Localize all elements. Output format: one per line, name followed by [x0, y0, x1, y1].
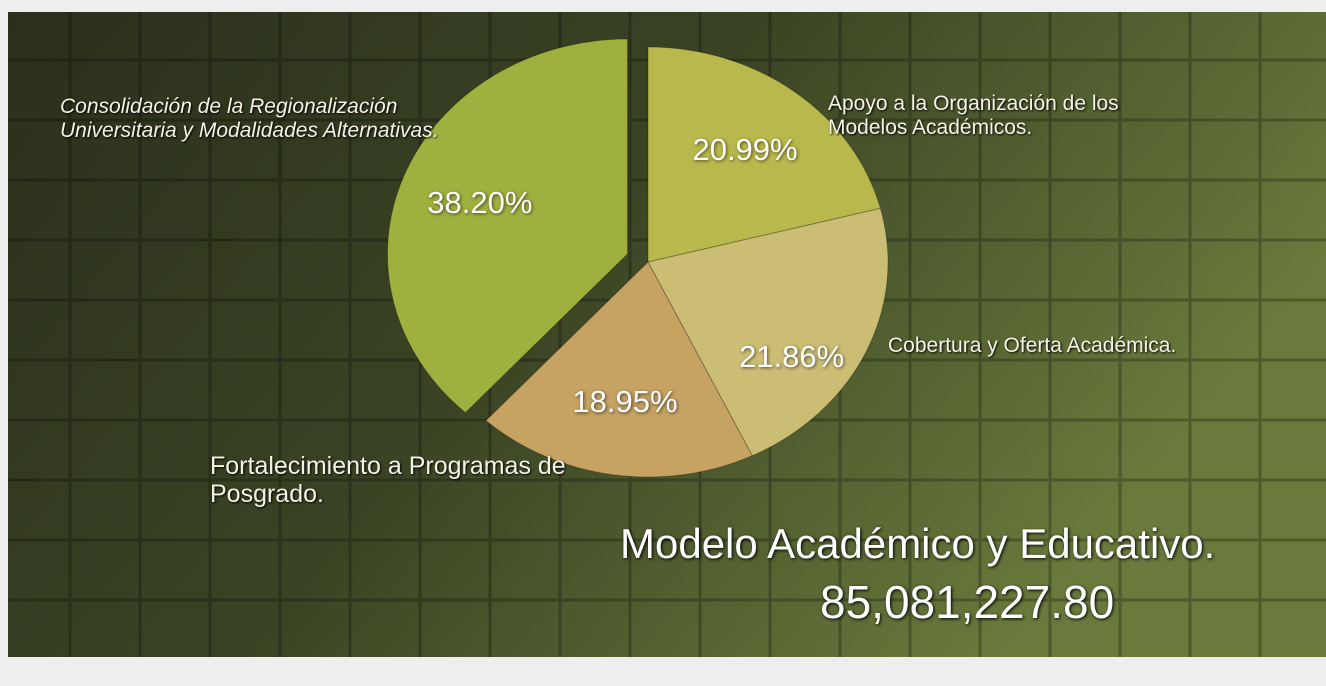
pie-slice: [647, 207, 889, 457]
category-label: Cobertura y Oferta Académica.: [888, 334, 1177, 357]
value-label: 20.99%: [692, 131, 798, 167]
category-label: Fortalecimiento a Programas de Posgrado.: [210, 452, 566, 508]
value-label: 18.95%: [572, 384, 678, 420]
pie-slice: [647, 46, 882, 263]
chart-total: 85,081,227.80: [820, 576, 1115, 628]
pie-slice: [485, 261, 753, 478]
pie: [387, 38, 889, 478]
category-label: Consolidación de la Regionalización Univ…: [60, 95, 439, 142]
value-label: 21.86%: [739, 338, 845, 374]
pie-slice: [387, 38, 628, 414]
chart-title: Modelo Académico y Educativo.: [620, 520, 1216, 567]
value-label: 38.20%: [427, 184, 533, 220]
category-label: Apoyo a la Organización de los Modelos A…: [828, 92, 1119, 139]
